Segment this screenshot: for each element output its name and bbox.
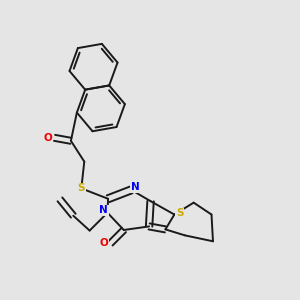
Text: N: N [99, 206, 108, 215]
Text: N: N [131, 182, 140, 193]
Text: O: O [44, 133, 52, 143]
Text: O: O [100, 238, 108, 248]
Text: S: S [176, 208, 183, 218]
Text: S: S [78, 183, 85, 194]
